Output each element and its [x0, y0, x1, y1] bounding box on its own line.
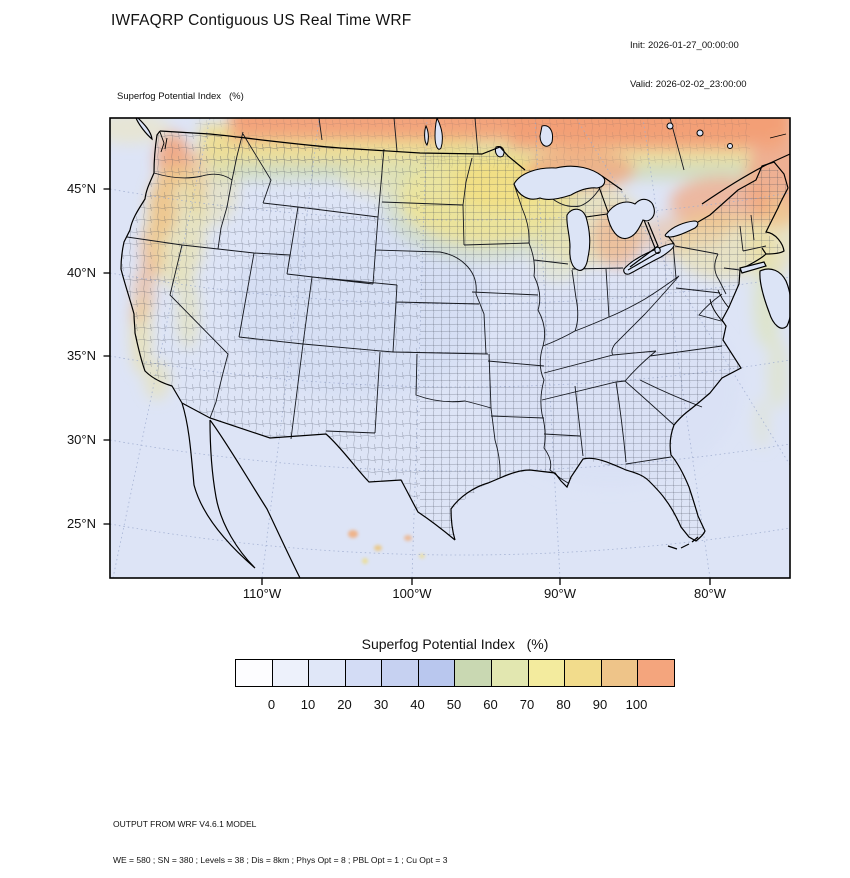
init-time: Init: 2026-01-27_00:00:00: [630, 40, 739, 51]
legend-tick-label: 0: [267, 697, 276, 712]
legend-ticks: 0 10 20 30 40 50 60 70 80 90 100: [235, 697, 675, 715]
footer-line-2: WE = 580 ; SN = 380 ; Levels = 38 ; Dis …: [113, 855, 448, 865]
legend-cell: [309, 660, 346, 686]
data-shading-specks: [348, 530, 425, 564]
run-times: Init: 2026-01-27_00:00:00 Valid: 2026-02…: [630, 13, 747, 104]
lat-tick-label: 25°N: [66, 516, 96, 531]
legend-title: Superfog Potential Index (%): [361, 636, 549, 652]
legend-tick-label: 20: [337, 697, 352, 712]
legend-cell: [455, 660, 493, 686]
legend-tick-label: 70: [519, 697, 535, 712]
lon-tick-label: 80°W: [694, 586, 726, 601]
legend-cell: [492, 660, 529, 686]
model-footer: OUTPUT FROM WRF V4.6.1 MODEL WE = 580 ; …: [113, 794, 447, 878]
legend-cell: [236, 660, 273, 686]
legend-cell: [565, 660, 602, 686]
lat-tick-label: 40°N: [66, 265, 96, 280]
lon-tick-label: 100°W: [392, 586, 432, 601]
lon-tick-label: 90°W: [544, 586, 576, 601]
legend-cell: [345, 660, 383, 686]
legend-cell: [272, 660, 310, 686]
map-plot: [100, 108, 800, 588]
lat-tick-label: 35°N: [66, 348, 96, 363]
lat-tick-label: 30°N: [66, 432, 96, 447]
legend-cell: [601, 660, 639, 686]
great-lakes: [513, 165, 699, 275]
legend-bar: [235, 659, 675, 687]
map-frame: [109, 117, 791, 579]
legend-tick-label: 80: [556, 697, 571, 712]
axis-ticks: [103, 188, 711, 585]
canada-lakes: [424, 118, 733, 158]
footer-line-1: OUTPUT FROM WRF V4.6.1 MODEL: [113, 819, 257, 829]
legend-cell: [418, 660, 456, 686]
lon-tick-label: 110°W: [242, 586, 282, 601]
lat-tick-label: 45°N: [66, 181, 96, 196]
legend-tick-label: 50: [446, 697, 462, 712]
coastlines-borders: [120, 118, 790, 578]
legend-tick-label: 60: [483, 697, 498, 712]
legend-cell: [638, 660, 674, 686]
legend-cell: [382, 660, 419, 686]
valid-time: Valid: 2026-02-02_23:00:00: [630, 79, 747, 90]
legend-cell: [528, 660, 566, 686]
state-borders: [126, 118, 767, 484]
conus-map-svg: [103, 117, 791, 585]
legend-tick-label: 40: [410, 697, 425, 712]
legend-tick-label: 30: [373, 697, 389, 712]
legend-tick-label: 100: [625, 697, 648, 712]
plot-title: IWFAQRP Contiguous US Real Time WRF: [111, 12, 412, 29]
legend-tick-label: 10: [300, 697, 316, 712]
legend-tick-label: 90: [592, 697, 608, 712]
field-label: Superfog Potential Index (%): [117, 91, 244, 102]
